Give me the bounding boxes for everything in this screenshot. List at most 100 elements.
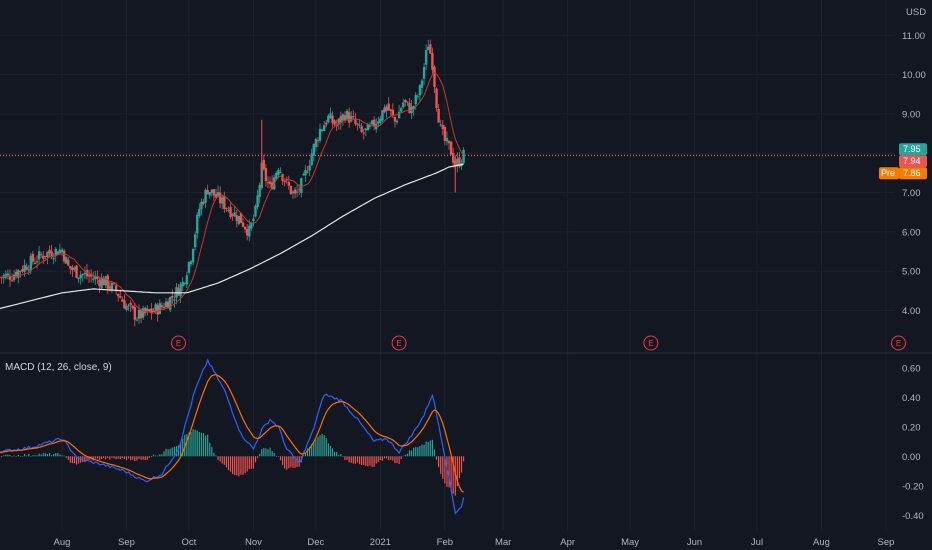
- macd-histogram-bar: [88, 456, 90, 460]
- macd-lines: [0, 358, 465, 515]
- candle-body: [148, 309, 151, 311]
- macd-histogram-bar: [155, 455, 157, 457]
- macd-histogram-bar: [75, 456, 78, 465]
- macd-histogram-bar: [19, 456, 21, 457]
- macd-histogram-bar: [188, 432, 190, 457]
- candle-body: [364, 128, 367, 131]
- candle-body: [46, 251, 49, 258]
- price-tag-box: [899, 155, 927, 168]
- candle-body: [316, 140, 320, 142]
- macd-histogram-bar: [254, 456, 257, 463]
- time-axis[interactable]: Aug Sep Oct Nov Dec 2021 Feb Mar Apr May Jun Jul Aug…: [54, 537, 895, 548]
- candle-body: [223, 195, 226, 209]
- candle-body: [218, 192, 222, 204]
- macd-histogram-bar: [177, 445, 180, 457]
- macd-histogram-bar: [400, 456, 402, 460]
- candle-body: [227, 209, 230, 211]
- candle-body: [79, 274, 82, 279]
- time-tick-label: May: [621, 537, 639, 548]
- candle-body: [69, 266, 72, 269]
- macd-histogram-bar: [381, 456, 384, 461]
- macd-histogram-bar: [331, 448, 334, 457]
- macd-histogram-bar: [182, 438, 184, 457]
- macd-histogram-bar: [329, 445, 332, 457]
- macd-histogram-bar: [452, 456, 454, 494]
- price-tick-label: 7.00: [902, 188, 921, 199]
- candle-body: [198, 208, 201, 217]
- macd-histogram-bar: [279, 456, 282, 461]
- macd-histogram-bar: [267, 449, 269, 457]
- macd-histogram-bar: [446, 456, 448, 487]
- candle-body: [23, 264, 26, 272]
- time-tick-label: Dec: [307, 537, 324, 548]
- macd-histogram-bar: [157, 455, 159, 457]
- macd-histogram-bar: [344, 456, 346, 461]
- candle-body: [418, 85, 422, 96]
- macd-histogram-bar: [194, 429, 196, 457]
- candle-body: [183, 282, 186, 284]
- candle-body: [37, 251, 41, 260]
- macd-histogram-bar: [173, 446, 175, 457]
- candle-body: [185, 275, 189, 285]
- macd-histogram-bar: [315, 439, 317, 457]
- macd-histogram-bar: [240, 456, 242, 475]
- candle-body: [52, 258, 55, 260]
- macd-histogram-bar: [460, 456, 463, 473]
- candle-body: [258, 184, 261, 197]
- macd-histogram-bar: [321, 433, 323, 457]
- candle-body: [391, 109, 395, 116]
- currency-label: USD: [906, 7, 926, 18]
- macd-histogram-bar: [9, 454, 11, 457]
- macd-legend[interactable]: MACD (12, 26, close, 9): [5, 362, 112, 373]
- candle-body: [327, 115, 330, 123]
- candle-body: [347, 112, 351, 123]
- candle-body: [372, 119, 376, 127]
- price-tag-label: 7.86: [903, 168, 921, 178]
- candle-body: [449, 141, 453, 155]
- earnings-label: E: [896, 339, 901, 348]
- time-tick-label: Sep: [118, 537, 135, 548]
- candle-body: [135, 319, 139, 321]
- macd-histogram-bar: [369, 456, 371, 466]
- candle-body: [150, 308, 153, 314]
- macd-histogram-bar: [92, 456, 94, 461]
- macd-histogram-bar: [144, 456, 146, 461]
- candle-body: [383, 107, 386, 113]
- candle-body: [404, 99, 407, 103]
- price-tick-label: 10.00: [902, 70, 926, 81]
- macd-histogram-bar: [50, 455, 53, 457]
- candle-body: [158, 303, 161, 315]
- earnings-marker[interactable]: E: [391, 335, 407, 351]
- candle-body: [435, 88, 438, 109]
- earnings-marker[interactable]: E: [171, 335, 187, 351]
- candle-body: [456, 158, 459, 166]
- macd-histogram-bar: [302, 455, 304, 457]
- candle-body: [81, 274, 85, 276]
- macd-histogram-bar: [180, 442, 182, 457]
- candle-body: [433, 66, 436, 87]
- macd-histogram-bar: [388, 456, 390, 461]
- candle-body: [366, 124, 370, 131]
- candle-body: [350, 116, 353, 122]
- macd-histogram-bar: [219, 456, 221, 462]
- candle-body: [298, 189, 301, 191]
- macd-histogram-bar: [438, 456, 440, 468]
- candle-body: [15, 271, 18, 277]
- macd-tick-label: 0.00: [902, 452, 921, 463]
- macd-histogram-bar: [311, 443, 313, 457]
- candle-body: [112, 282, 116, 284]
- macd-axis[interactable]: 0.60 0.40 0.20 0.00 -0.20 -0.40: [902, 363, 924, 521]
- macd-histogram-bar: [327, 443, 329, 457]
- candle-body: [208, 192, 211, 196]
- time-tick-label: 2021: [370, 537, 391, 548]
- earnings-marker[interactable]: E: [643, 335, 659, 351]
- macd-histogram-bar: [304, 452, 307, 457]
- macd-histogram-bar: [361, 456, 363, 465]
- macd-histogram-bar: [134, 456, 136, 462]
- macd-histogram-bar: [13, 455, 15, 457]
- candle-body: [85, 270, 89, 277]
- earnings-marker[interactable]: E: [890, 335, 906, 351]
- candle-body: [102, 278, 105, 286]
